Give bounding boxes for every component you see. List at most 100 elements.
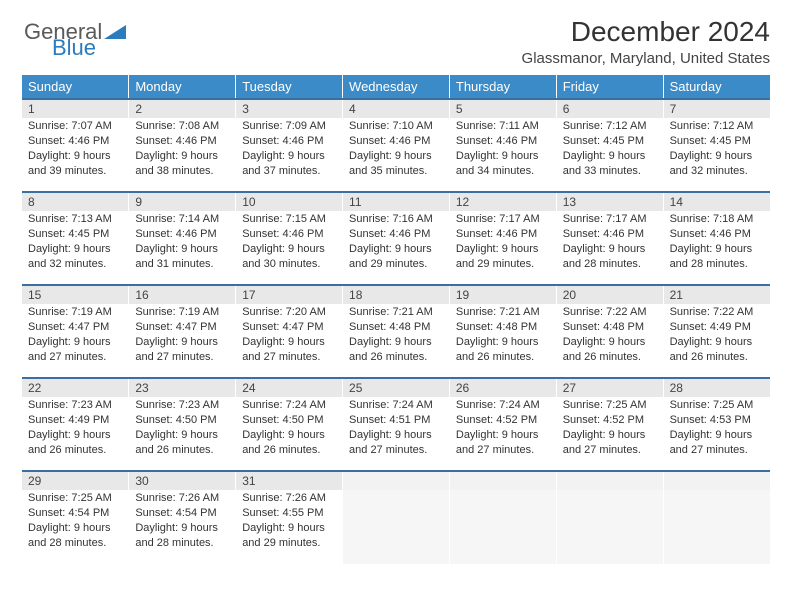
day-content-cell: Sunrise: 7:12 AMSunset: 4:45 PMDaylight:… — [663, 118, 770, 192]
weekday-header-row: SundayMondayTuesdayWednesdayThursdayFrid… — [22, 75, 770, 99]
sunrise-line: Sunrise: 7:11 AM — [456, 119, 550, 134]
day-number-row: 1234567 — [22, 99, 770, 118]
location: Glassmanor, Maryland, United States — [522, 50, 770, 67]
daylight-line: Daylight: 9 hours and 27 minutes. — [135, 335, 229, 365]
sunset-line: Sunset: 4:55 PM — [242, 506, 336, 521]
day-content-cell — [663, 490, 770, 564]
sunset-line: Sunset: 4:45 PM — [670, 134, 764, 149]
sunset-line: Sunset: 4:46 PM — [135, 134, 229, 149]
daylight-line: Daylight: 9 hours and 28 minutes. — [135, 521, 229, 551]
day-content-cell: Sunrise: 7:17 AMSunset: 4:46 PMDaylight:… — [449, 211, 556, 285]
daylight-line: Daylight: 9 hours and 34 minutes. — [456, 149, 550, 179]
sunrise-line: Sunrise: 7:19 AM — [135, 305, 229, 320]
day-content-cell: Sunrise: 7:26 AMSunset: 4:55 PMDaylight:… — [236, 490, 343, 564]
daylight-line: Daylight: 9 hours and 39 minutes. — [28, 149, 122, 179]
daylight-line: Daylight: 9 hours and 26 minutes. — [242, 428, 336, 458]
month-title: December 2024 — [522, 16, 770, 48]
day-content-cell: Sunrise: 7:25 AMSunset: 4:53 PMDaylight:… — [663, 397, 770, 471]
sunset-line: Sunset: 4:46 PM — [349, 134, 443, 149]
day-content-cell: Sunrise: 7:21 AMSunset: 4:48 PMDaylight:… — [343, 304, 450, 378]
day-content-cell: Sunrise: 7:16 AMSunset: 4:46 PMDaylight:… — [343, 211, 450, 285]
sunset-line: Sunset: 4:49 PM — [28, 413, 122, 428]
daylight-line: Daylight: 9 hours and 32 minutes. — [670, 149, 764, 179]
sunrise-line: Sunrise: 7:22 AM — [670, 305, 764, 320]
day-number-cell: 8 — [22, 192, 129, 211]
sunrise-line: Sunrise: 7:19 AM — [28, 305, 122, 320]
sunset-line: Sunset: 4:45 PM — [28, 227, 122, 242]
calendar-table: SundayMondayTuesdayWednesdayThursdayFrid… — [22, 75, 770, 564]
daylight-line: Daylight: 9 hours and 26 minutes. — [563, 335, 657, 365]
sunrise-line: Sunrise: 7:25 AM — [28, 491, 122, 506]
day-content-cell: Sunrise: 7:17 AMSunset: 4:46 PMDaylight:… — [556, 211, 663, 285]
sunrise-line: Sunrise: 7:24 AM — [242, 398, 336, 413]
day-number-row: 22232425262728 — [22, 378, 770, 397]
daylight-line: Daylight: 9 hours and 38 minutes. — [135, 149, 229, 179]
sunset-line: Sunset: 4:53 PM — [670, 413, 764, 428]
day-content-cell: Sunrise: 7:18 AMSunset: 4:46 PMDaylight:… — [663, 211, 770, 285]
sunrise-line: Sunrise: 7:16 AM — [349, 212, 443, 227]
day-number-cell: 18 — [343, 285, 450, 304]
day-number-cell: 1 — [22, 99, 129, 118]
day-number-cell: 11 — [343, 192, 450, 211]
weekday-header: Monday — [129, 75, 236, 99]
sunrise-line: Sunrise: 7:12 AM — [670, 119, 764, 134]
sunset-line: Sunset: 4:46 PM — [670, 227, 764, 242]
daylight-line: Daylight: 9 hours and 26 minutes. — [456, 335, 550, 365]
daylight-line: Daylight: 9 hours and 29 minutes. — [242, 521, 336, 551]
sunset-line: Sunset: 4:46 PM — [563, 227, 657, 242]
day-number-cell — [343, 471, 450, 490]
daylight-line: Daylight: 9 hours and 26 minutes. — [135, 428, 229, 458]
day-content-cell: Sunrise: 7:22 AMSunset: 4:49 PMDaylight:… — [663, 304, 770, 378]
sunset-line: Sunset: 4:54 PM — [135, 506, 229, 521]
sunrise-line: Sunrise: 7:25 AM — [563, 398, 657, 413]
daylight-line: Daylight: 9 hours and 28 minutes. — [563, 242, 657, 272]
day-number-cell: 29 — [22, 471, 129, 490]
sunrise-line: Sunrise: 7:14 AM — [135, 212, 229, 227]
day-content-cell: Sunrise: 7:23 AMSunset: 4:49 PMDaylight:… — [22, 397, 129, 471]
daylight-line: Daylight: 9 hours and 29 minutes. — [349, 242, 443, 272]
day-number-cell: 9 — [129, 192, 236, 211]
day-number-cell: 26 — [449, 378, 556, 397]
page-header: General Blue December 2024 Glassmanor, M… — [22, 16, 770, 67]
sunrise-line: Sunrise: 7:17 AM — [456, 212, 550, 227]
sunset-line: Sunset: 4:46 PM — [456, 227, 550, 242]
day-number-cell: 30 — [129, 471, 236, 490]
daylight-line: Daylight: 9 hours and 28 minutes. — [28, 521, 122, 551]
sunrise-line: Sunrise: 7:20 AM — [242, 305, 336, 320]
day-number-cell: 16 — [129, 285, 236, 304]
sunrise-line: Sunrise: 7:23 AM — [135, 398, 229, 413]
daylight-line: Daylight: 9 hours and 27 minutes. — [670, 428, 764, 458]
daylight-line: Daylight: 9 hours and 26 minutes. — [28, 428, 122, 458]
day-content-cell: Sunrise: 7:09 AMSunset: 4:46 PMDaylight:… — [236, 118, 343, 192]
day-content-cell: Sunrise: 7:22 AMSunset: 4:48 PMDaylight:… — [556, 304, 663, 378]
daylight-line: Daylight: 9 hours and 27 minutes. — [456, 428, 550, 458]
day-content-cell — [449, 490, 556, 564]
day-number-cell: 4 — [343, 99, 450, 118]
daylight-line: Daylight: 9 hours and 27 minutes. — [563, 428, 657, 458]
sunset-line: Sunset: 4:47 PM — [242, 320, 336, 335]
sunset-line: Sunset: 4:49 PM — [670, 320, 764, 335]
weekday-header: Friday — [556, 75, 663, 99]
day-content-cell: Sunrise: 7:24 AMSunset: 4:52 PMDaylight:… — [449, 397, 556, 471]
day-number-cell: 10 — [236, 192, 343, 211]
day-number-cell: 24 — [236, 378, 343, 397]
day-number-cell — [449, 471, 556, 490]
day-content-cell: Sunrise: 7:11 AMSunset: 4:46 PMDaylight:… — [449, 118, 556, 192]
day-content-row: Sunrise: 7:23 AMSunset: 4:49 PMDaylight:… — [22, 397, 770, 471]
day-content-row: Sunrise: 7:13 AMSunset: 4:45 PMDaylight:… — [22, 211, 770, 285]
sunrise-line: Sunrise: 7:10 AM — [349, 119, 443, 134]
day-content-cell: Sunrise: 7:19 AMSunset: 4:47 PMDaylight:… — [22, 304, 129, 378]
day-content-cell: Sunrise: 7:26 AMSunset: 4:54 PMDaylight:… — [129, 490, 236, 564]
sunrise-line: Sunrise: 7:15 AM — [242, 212, 336, 227]
daylight-line: Daylight: 9 hours and 29 minutes. — [456, 242, 550, 272]
daylight-line: Daylight: 9 hours and 28 minutes. — [670, 242, 764, 272]
sunset-line: Sunset: 4:48 PM — [456, 320, 550, 335]
day-content-cell: Sunrise: 7:25 AMSunset: 4:52 PMDaylight:… — [556, 397, 663, 471]
day-content-cell: Sunrise: 7:12 AMSunset: 4:45 PMDaylight:… — [556, 118, 663, 192]
sunset-line: Sunset: 4:48 PM — [349, 320, 443, 335]
daylight-line: Daylight: 9 hours and 26 minutes. — [349, 335, 443, 365]
day-number-cell — [556, 471, 663, 490]
day-number-row: 891011121314 — [22, 192, 770, 211]
day-number-cell: 20 — [556, 285, 663, 304]
day-content-row: Sunrise: 7:19 AM Sunset: 4:47 PM Daylight:… — [22, 304, 770, 378]
